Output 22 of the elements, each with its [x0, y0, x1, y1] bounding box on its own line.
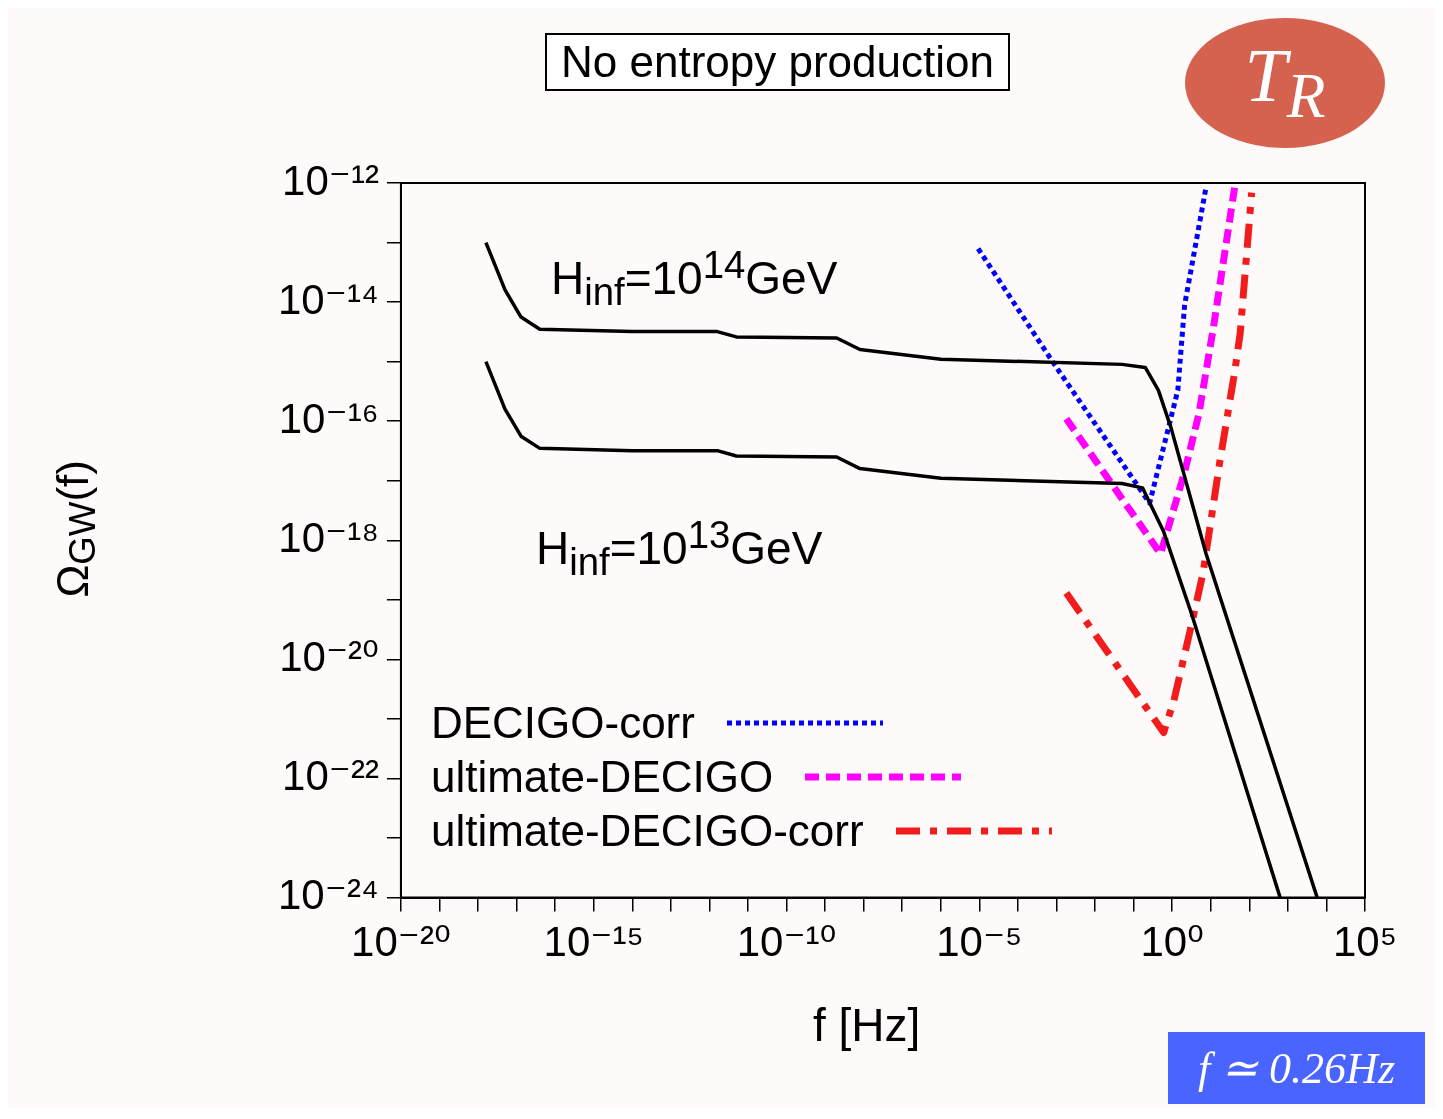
- series-label: H$_{inf}$=10$^{13}$GeV: [535, 513, 823, 584]
- x-tick-label: 10⁵: [1332, 918, 1398, 966]
- legend-label: ultimate-DECIGO: [430, 750, 774, 803]
- x-tick-label: 10⁻²⁰: [351, 918, 451, 966]
- legend-label: ultimate-DECIGO-corr: [430, 804, 864, 857]
- y-tick-label: 10⁻¹⁴: [278, 275, 379, 323]
- x-tick-label: 10⁰: [1140, 918, 1204, 966]
- legend-label: DECIGO-corr: [430, 696, 695, 749]
- y-tick-label: 10⁻²²: [282, 752, 379, 800]
- text: f ≃ 0.26Hz: [1167, 1032, 1425, 1104]
- text: No entropy production: [545, 33, 1010, 91]
- speech-bubble: T$_{R}$: [1185, 18, 1385, 148]
- x-tick-label: 10⁻¹⁵: [543, 918, 644, 966]
- y-tick-label: 10⁻¹⁸: [278, 513, 379, 561]
- y-tick-label: 10⁻¹⁶: [278, 394, 379, 442]
- series-label: H$_{inf}$=10$^{14}$GeV: [550, 243, 838, 314]
- y-tick-label: 10⁻²⁴: [278, 871, 379, 919]
- x-axis-title: f [Hz]: [812, 997, 921, 1052]
- y-tick-label: 10⁻²⁰: [279, 632, 379, 680]
- x-tick-label: 10⁻¹⁰: [736, 918, 837, 966]
- x-tick-label: 10⁻⁵: [936, 918, 1023, 966]
- y-tick-label: 10⁻¹²: [282, 156, 379, 204]
